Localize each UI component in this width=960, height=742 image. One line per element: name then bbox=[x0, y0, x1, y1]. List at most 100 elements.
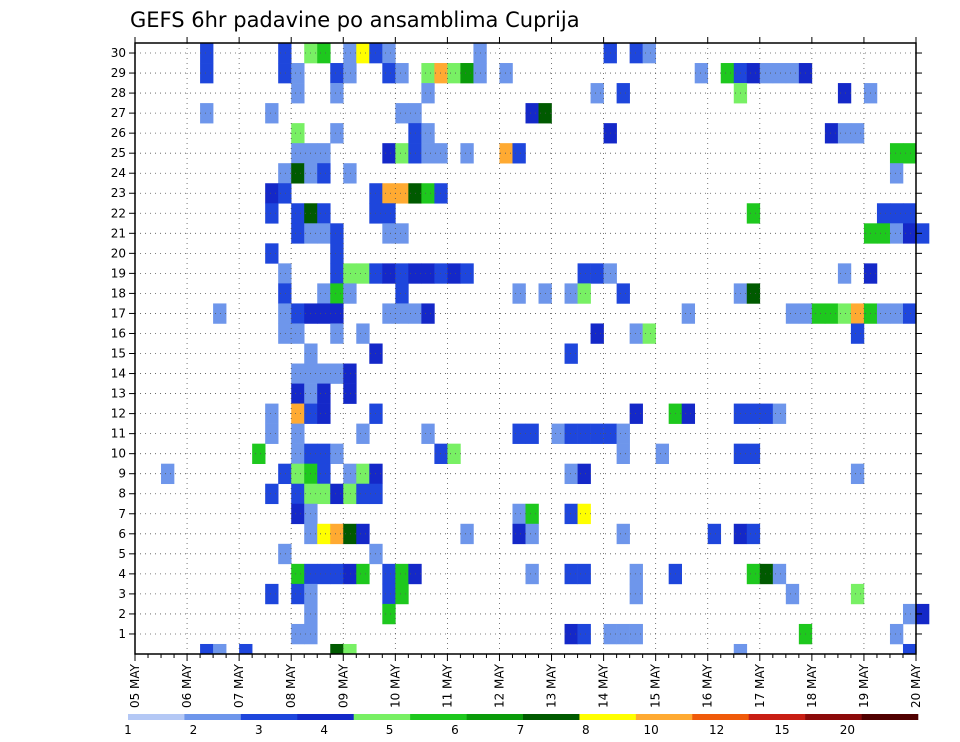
y-tick-label: 19 bbox=[111, 266, 126, 280]
heatmap-cell bbox=[291, 323, 305, 344]
heatmap-cell bbox=[395, 303, 409, 324]
heatmap-cell bbox=[265, 103, 279, 124]
colorbar-label: 2 bbox=[190, 723, 198, 737]
heatmap-cell bbox=[317, 43, 331, 64]
heatmap-cell bbox=[382, 303, 396, 324]
heatmap-cell bbox=[343, 63, 357, 84]
heatmap-cell bbox=[343, 283, 357, 304]
heatmap-cell bbox=[434, 143, 448, 164]
heatmap-cell bbox=[330, 263, 344, 284]
heatmap-cell bbox=[200, 103, 214, 124]
heatmap-cell bbox=[291, 403, 305, 424]
heatmap-cell bbox=[330, 563, 344, 585]
heatmap-cell bbox=[382, 563, 396, 585]
colorbar-segment bbox=[128, 714, 185, 720]
heatmap-cell bbox=[525, 523, 539, 545]
heatmap-cell bbox=[811, 303, 826, 324]
heatmap-cell bbox=[746, 403, 761, 424]
heatmap-cell bbox=[382, 183, 396, 204]
colorbar-label: 15 bbox=[774, 723, 789, 737]
y-tick-label: 25 bbox=[111, 146, 126, 160]
heatmap-cell bbox=[356, 43, 370, 64]
heatmap-cell bbox=[291, 463, 305, 485]
heatmap-cell bbox=[421, 143, 435, 164]
heatmap-cell bbox=[850, 583, 865, 605]
plot-frame bbox=[134, 42, 917, 655]
heatmap-cell bbox=[343, 563, 357, 585]
x-tick-label: 10 MAY bbox=[388, 663, 402, 708]
colorbar-segment bbox=[410, 714, 467, 720]
y-tick-label: 21 bbox=[111, 226, 126, 240]
heatmap-cell bbox=[343, 363, 357, 384]
heatmap-cell bbox=[616, 83, 630, 104]
colorbar-label: 20 bbox=[840, 723, 855, 737]
colorbar-label: 4 bbox=[320, 723, 328, 737]
heatmap-cell bbox=[330, 63, 344, 84]
heatmap-cell bbox=[837, 303, 852, 324]
colorbar-segment bbox=[861, 714, 919, 720]
heatmap-cell bbox=[837, 123, 852, 144]
heatmap-cell bbox=[265, 423, 279, 444]
x-tick-label: 05 MAY bbox=[128, 663, 142, 708]
heatmap-cell bbox=[278, 163, 292, 184]
x-tick-label: 20 MAY bbox=[909, 663, 923, 708]
heatmap-cell bbox=[759, 63, 774, 84]
heatmap-cell bbox=[447, 63, 461, 84]
heatmap-cell bbox=[421, 303, 435, 324]
heatmap-cell bbox=[330, 643, 344, 655]
x-tick-label: 09 MAY bbox=[336, 663, 350, 708]
heatmap-cell bbox=[330, 123, 344, 144]
heatmap-cell bbox=[616, 423, 630, 444]
heatmap-cell bbox=[681, 403, 696, 424]
heatmap-cell bbox=[291, 83, 305, 104]
heatmap-cell bbox=[720, 63, 735, 84]
y-tick-label: 8 bbox=[118, 487, 126, 501]
heatmap-cell bbox=[278, 463, 292, 485]
heatmap-cell bbox=[382, 203, 396, 224]
colorbar-segment bbox=[523, 714, 580, 720]
heatmap-cell bbox=[421, 263, 435, 284]
heatmap-cell bbox=[291, 303, 305, 324]
y-tick-label: 5 bbox=[118, 547, 126, 561]
heatmap-cell bbox=[291, 483, 305, 505]
heatmap-cell bbox=[382, 223, 396, 244]
heatmap-cell bbox=[330, 363, 344, 384]
heatmap-cell bbox=[564, 503, 578, 525]
heatmap-cell bbox=[265, 183, 279, 204]
heatmap-cell bbox=[824, 123, 839, 144]
colorbar-segment bbox=[748, 714, 806, 720]
heatmap-cell bbox=[317, 483, 331, 505]
heatmap-cell bbox=[577, 463, 591, 485]
y-tick-label: 27 bbox=[111, 106, 126, 120]
heatmap-cell bbox=[889, 143, 904, 164]
heatmap-cell bbox=[902, 303, 917, 324]
heatmap-cell bbox=[278, 323, 292, 344]
heatmap-cell bbox=[291, 223, 305, 244]
heatmap-cell bbox=[889, 623, 904, 645]
heatmap-cell bbox=[395, 263, 409, 284]
heatmap-cell bbox=[382, 43, 396, 64]
heatmap-cell bbox=[278, 543, 292, 565]
heatmap-cell bbox=[161, 463, 175, 485]
heatmap-cell bbox=[317, 283, 331, 304]
heatmap-cell bbox=[395, 183, 409, 204]
y-tick-label: 7 bbox=[118, 507, 126, 521]
colorbar-segment bbox=[635, 714, 693, 720]
heatmap-cell bbox=[655, 443, 669, 464]
heatmap-cell bbox=[434, 263, 448, 284]
heatmap-cell bbox=[460, 143, 474, 164]
heatmap-cell bbox=[590, 263, 604, 284]
heatmap-cell bbox=[746, 563, 761, 585]
colorbar-label: 3 bbox=[255, 723, 263, 737]
y-tick-label: 26 bbox=[111, 126, 126, 140]
heatmap-cell bbox=[889, 223, 904, 244]
y-tick-label: 13 bbox=[111, 387, 126, 401]
heatmap-cell bbox=[278, 283, 292, 304]
heatmap-cell bbox=[837, 83, 852, 104]
heatmap-cell bbox=[902, 143, 917, 164]
x-tick-label: 13 MAY bbox=[545, 663, 559, 708]
heatmap-cell bbox=[564, 343, 578, 364]
heatmap-cell bbox=[746, 283, 761, 304]
heatmap-cell bbox=[785, 63, 800, 84]
